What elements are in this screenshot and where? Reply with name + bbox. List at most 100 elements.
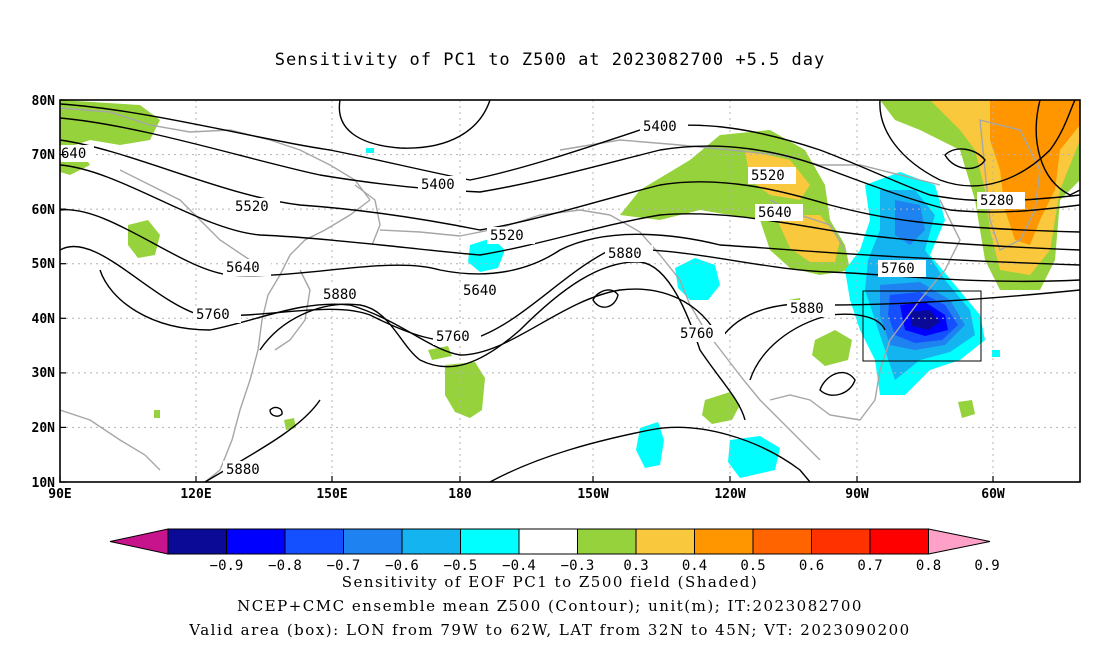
lat-label-50n: 50N (32, 257, 56, 272)
shaded-sensitivity (60, 100, 1080, 478)
lon-label-90w: 90W (845, 487, 869, 502)
contour-line (592, 289, 619, 308)
colorbar-swatch (460, 528, 520, 555)
contour-label-c5640b: 5640 (758, 205, 792, 221)
colorbar-swatch (869, 528, 929, 555)
colorbar-swatch (811, 528, 871, 555)
map-frame (59, 99, 1081, 483)
contour-label-c5520c: 5520 (490, 228, 524, 244)
shade-positive-gulf (812, 330, 852, 366)
lon-label-60w: 60W (981, 487, 1005, 502)
coast-japan (274, 269, 311, 351)
contour-label-c5520b: 5520 (751, 168, 785, 184)
shade-positive-canada-yellow-2 (775, 215, 840, 262)
lat-label-80n: 80N (32, 94, 56, 109)
colorbar-tick-label: 0.6 (799, 558, 824, 574)
colorbar-tick-label: −0.4 (502, 558, 536, 574)
colorbar-low-arrow (109, 528, 169, 555)
contour-label-c5760c: 5760 (680, 326, 714, 342)
lat-labels: 80N 70N 60N 50N 40N 30N 20N 10N (32, 94, 56, 491)
contour-line (60, 103, 1080, 202)
colorbar-swatch (752, 528, 812, 555)
coast-aleutians (379, 229, 461, 237)
contour-line (259, 261, 746, 421)
contour-label-c5520a: 5520 (235, 199, 269, 215)
shade-positive-nwpacific (284, 418, 296, 430)
coast-asia-east (204, 199, 371, 482)
colorbar-tick-label: 0.4 (682, 558, 707, 574)
contour-line (60, 209, 1080, 277)
colorbar-tick-label: −0.9 (210, 558, 244, 574)
colorbar-high-arrow (928, 528, 991, 555)
colorbar-swatch (635, 528, 695, 555)
axis-ticks (59, 99, 994, 483)
shade-negative-atlantic-core-3 (910, 310, 940, 330)
shade-negative-pacific-3 (636, 422, 664, 468)
coast-alaska (459, 209, 611, 237)
coast-na-east (859, 199, 961, 421)
colorbar-swatch (577, 528, 637, 555)
shade-positive-pacific-1 (445, 362, 485, 418)
colorbar-swatch (401, 528, 461, 555)
lon-label-180: 180 (448, 487, 472, 502)
lat-label-60n: 60N (32, 203, 56, 218)
coast-kamchatka (354, 184, 381, 246)
contour-line (60, 117, 1080, 213)
contour-line (204, 399, 321, 482)
page-title: Sensitivity of PC1 to Z500 at 2023082700… (274, 50, 826, 70)
footer-contour-description: NCEP+CMC ensemble mean Z500 (Contour); u… (237, 597, 863, 615)
contour-line (879, 100, 1076, 187)
contour-line (60, 139, 1080, 233)
contour-line (1035, 100, 1080, 196)
contour-label-c640: 640 (61, 146, 86, 162)
contour-label-c5400b: 5400 (421, 177, 455, 193)
lon-label-120w: 120W (714, 487, 745, 502)
colorbar-tick-label: 0.8 (916, 558, 941, 574)
colorbar-tick-label: 0.5 (740, 558, 765, 574)
shade-negative-atlantic-mid-2 (895, 200, 925, 245)
contour-line (269, 406, 283, 417)
colorbar-swatch (284, 528, 344, 555)
colorbar-tick-label: −0.3 (561, 558, 595, 574)
contour-label-c5760a: 5760 (196, 307, 230, 323)
contour-label-c5640c: 5640 (463, 283, 497, 299)
shade-negative-pacific-1 (468, 238, 505, 272)
valid-area-box (862, 290, 982, 362)
shade-negative-pacific-2 (675, 258, 720, 300)
coast-gulf (769, 394, 861, 421)
lon-label-90e: 90E (48, 487, 71, 502)
lon-label-120e: 120E (180, 487, 211, 502)
contour-line (60, 164, 1080, 256)
lat-label-40n: 40N (32, 312, 56, 327)
colorbar-swatch (167, 528, 227, 555)
lon-label-150w: 150W (577, 487, 608, 502)
colorbar-swatch (343, 528, 403, 555)
lat-label-20n: 20N (32, 421, 56, 436)
colorbar-swatch (518, 528, 578, 555)
coast-asia-interior (119, 169, 251, 261)
colorbar-tick-label: −0.7 (327, 558, 361, 574)
contour-label-c5880b: 5880 (608, 246, 642, 262)
colorbar-swatch (226, 528, 286, 555)
colorbar-tick-label: −0.8 (268, 558, 302, 574)
graticule (60, 100, 1080, 482)
colorbar-tick-label: 0.3 (623, 558, 648, 574)
contour-line (819, 371, 856, 396)
contour-label-c5640a: 5640 (226, 260, 260, 276)
contour-line (944, 148, 986, 170)
lat-label-30n: 30N (32, 366, 56, 381)
coast-greenland (979, 119, 1041, 251)
lat-label-10n: 10N (32, 476, 56, 491)
colorbar-tick-label: −0.6 (385, 558, 419, 574)
contour-label-c5280: 5280 (980, 193, 1014, 209)
lon-labels: 90E 120E 150E 180 150W 120W 90W 60W (48, 487, 1005, 502)
lat-label-70n: 70N (32, 148, 56, 163)
contour-label-c5760d: 5760 (881, 261, 915, 277)
shade-positive-dot (154, 410, 160, 418)
shade-negative-arctic-dot (366, 148, 374, 153)
contour-line (338, 100, 491, 149)
contour-label-c5760b: 5760 (436, 329, 470, 345)
contour-line (489, 426, 811, 482)
shade-positive-pacific-2 (428, 346, 452, 360)
